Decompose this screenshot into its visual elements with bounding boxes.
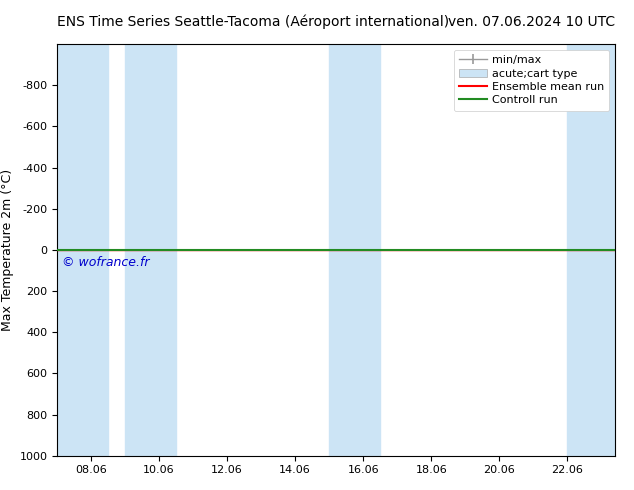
Bar — [329, 44, 380, 456]
Bar — [567, 44, 615, 456]
Text: ven. 07.06.2024 10 UTC: ven. 07.06.2024 10 UTC — [448, 15, 615, 29]
Legend: min/max, acute;cart type, Ensemble mean run, Controll run: min/max, acute;cart type, Ensemble mean … — [454, 49, 609, 111]
Bar — [57, 44, 108, 456]
Text: ENS Time Series Seattle-Tacoma (Aéroport international): ENS Time Series Seattle-Tacoma (Aéroport… — [57, 15, 449, 29]
Bar — [125, 44, 176, 456]
Text: © wofrance.fr: © wofrance.fr — [62, 256, 150, 269]
Y-axis label: Max Temperature 2m (°C): Max Temperature 2m (°C) — [1, 169, 14, 331]
